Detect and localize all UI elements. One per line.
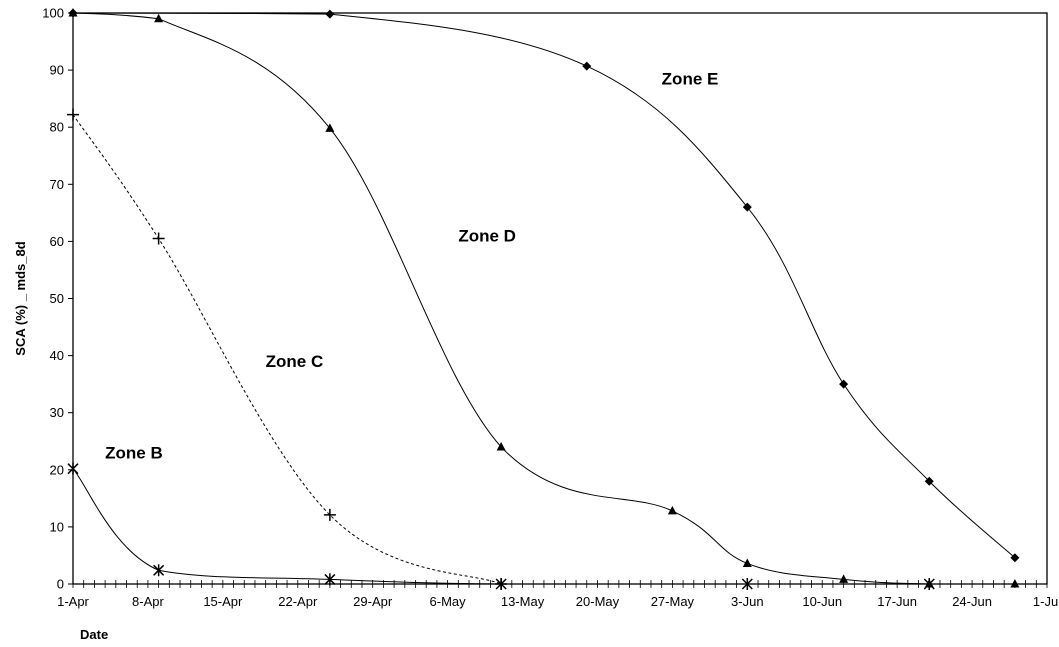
data-point-zone-e: [924, 476, 934, 486]
data-point-zone-d: [325, 123, 335, 132]
zone-label-zone-c: Zone C: [266, 352, 324, 371]
plot-border: [72, 12, 1048, 585]
y-tick-label: 80: [50, 120, 64, 135]
data-point-zone-e: [325, 9, 335, 19]
x-tick-label: 20-May: [576, 594, 620, 609]
x-tick-label: 27-May: [651, 594, 695, 609]
data-point-zone-c: [323, 508, 336, 521]
data-point-zone-d: [154, 13, 164, 23]
data-point-zone-e: [742, 202, 752, 212]
x-axis-title: Date: [80, 627, 108, 642]
y-tick-label: 20: [50, 462, 64, 477]
x-tick-label: 22-Apr: [278, 594, 318, 609]
y-tick-label: 60: [50, 234, 64, 249]
zone-label-zone-d: Zone D: [458, 226, 516, 245]
x-tick-label: 24-Jun: [952, 594, 992, 609]
plot-area: [72, 12, 1048, 585]
series-line-zone-e: [72, 12, 1016, 559]
y-tick-label: 100: [42, 6, 64, 21]
series-zone-b: [67, 462, 935, 590]
series-zone-c: [67, 108, 508, 590]
data-point-zone-e: [582, 61, 592, 71]
data-point-zone-d: [839, 574, 849, 583]
series-layer: [67, 8, 1020, 590]
data-point-zone-c: [67, 108, 79, 121]
data-point-zone-b: [67, 462, 79, 475]
x-tick-label: 29-Apr: [353, 594, 393, 609]
x-tick-label: 15-Apr: [203, 594, 243, 609]
zone-label-zone-e: Zone E: [662, 69, 719, 88]
data-point-zone-b: [153, 564, 165, 577]
data-point-zone-d: [667, 505, 677, 515]
series-line-zone-b: [72, 468, 930, 585]
series-zone-e: [68, 8, 1020, 563]
x-tick-label: 10-Jun: [802, 594, 842, 609]
x-tick-label: 8-Apr: [132, 594, 164, 609]
data-point-zone-e: [839, 379, 849, 389]
data-point-zone-d: [742, 558, 752, 567]
axis-layer: 0 10 20 30 40 50 60 70 80 90 100 1-Apr 8-Apr 15-Apr 22…: [42, 6, 1059, 610]
x-tick-label: 17-Jun: [877, 594, 917, 609]
y-tick-label: 90: [50, 63, 64, 78]
zone-label-zone-b: Zone B: [105, 443, 163, 462]
y-tick-label: 30: [50, 405, 64, 420]
data-point-zone-d: [496, 441, 506, 451]
y-tick-label: 0: [57, 577, 64, 592]
series-line-zone-d: [72, 12, 1015, 585]
series-zone-d: [68, 8, 1020, 588]
y-tick-label: 10: [50, 519, 64, 534]
y-tick-label: 70: [50, 177, 64, 192]
y-axis-title: SCA (%) _ mds_8d: [13, 241, 28, 355]
x-tick-label: 6-May: [430, 594, 467, 609]
series-line-zone-c: [72, 114, 502, 585]
data-point-zone-e: [1010, 553, 1020, 563]
x-tick-label: 1-Jul: [1033, 594, 1059, 609]
data-point-zone-c: [152, 232, 165, 245]
x-tick-label: 1-Apr: [57, 594, 89, 609]
annotation-layer: Zone B Zone C Zone D Zone E: [105, 69, 718, 462]
y-tick-label: 50: [50, 291, 64, 306]
x-tick-label: 13-May: [501, 594, 545, 609]
y-tick-label: 40: [50, 348, 64, 363]
x-tick-label: 3-Jun: [731, 594, 764, 609]
